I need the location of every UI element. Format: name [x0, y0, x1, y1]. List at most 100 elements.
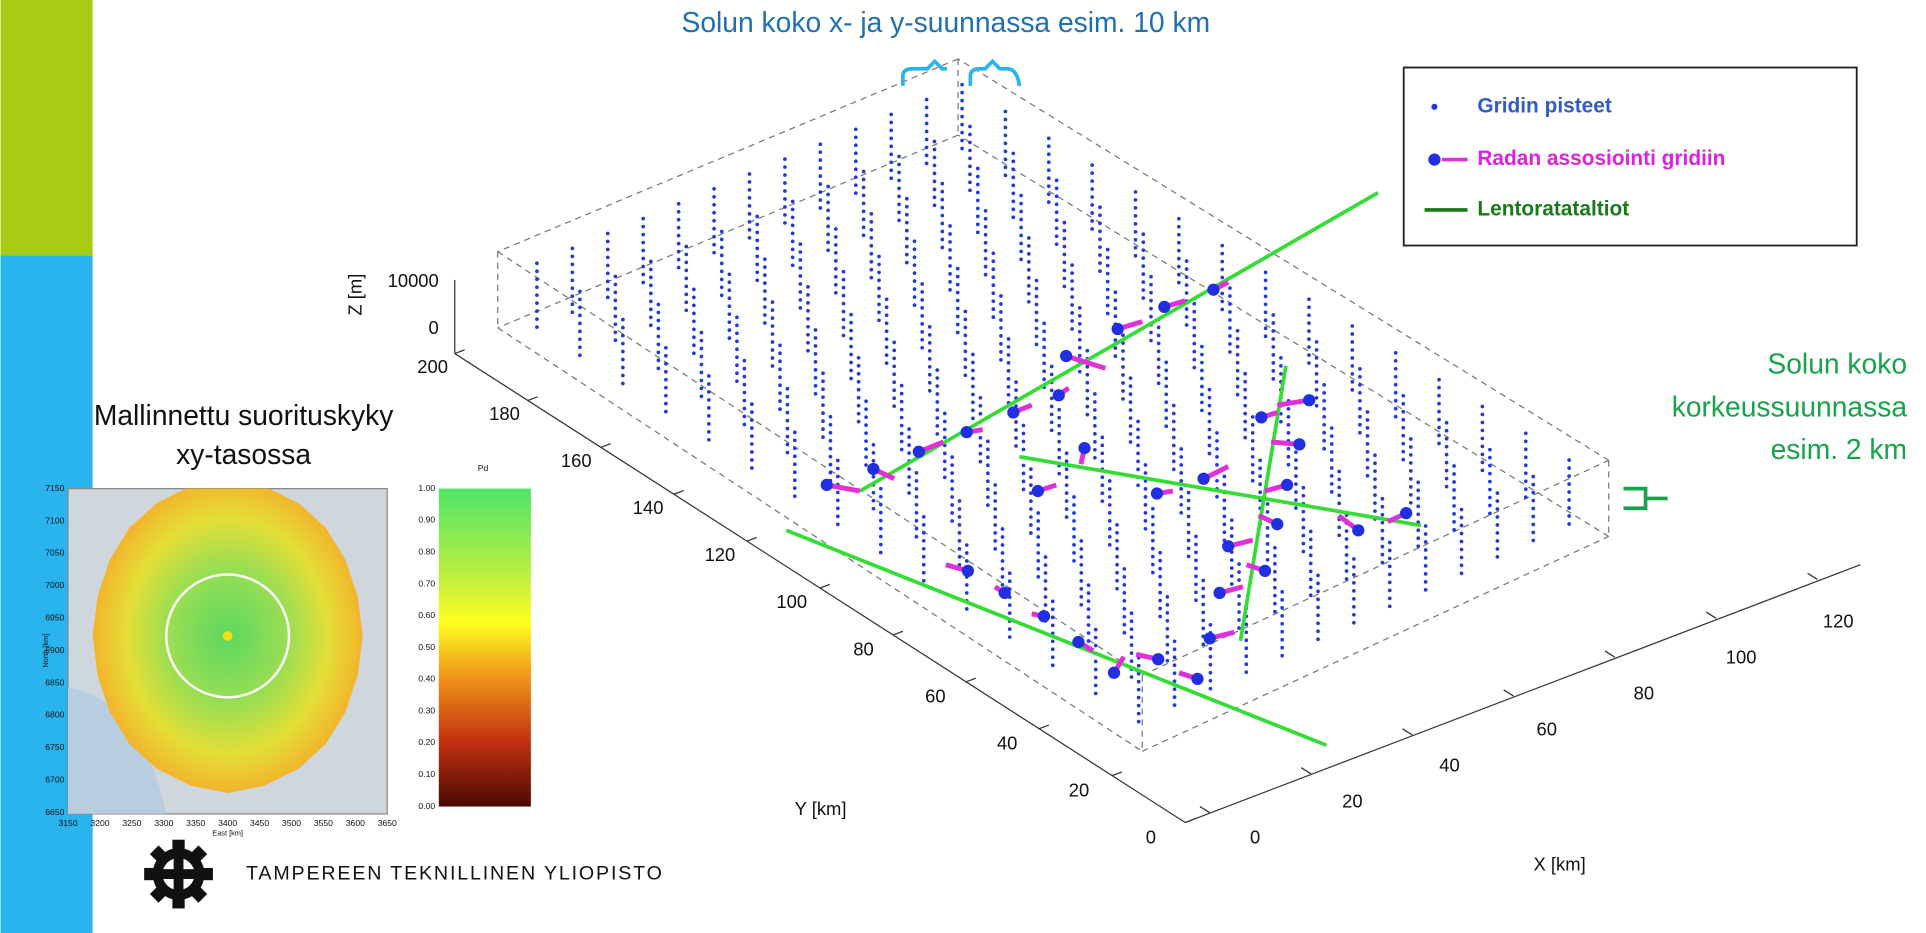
grid-point — [1001, 583, 1005, 587]
grid-point — [750, 402, 754, 406]
grid-point — [1187, 499, 1191, 503]
grid-point — [1027, 268, 1031, 272]
grid-point — [1050, 373, 1054, 377]
grid-point — [991, 251, 995, 255]
grid-point — [748, 188, 752, 192]
grid-point — [1264, 318, 1268, 322]
grid-point — [854, 183, 858, 187]
grid-point — [915, 487, 919, 491]
grid-point — [621, 374, 625, 378]
grid-point — [1322, 415, 1326, 419]
grid-point — [1177, 225, 1181, 229]
grid-point — [786, 411, 790, 415]
grid-point — [1136, 460, 1140, 464]
grid-point — [692, 311, 696, 315]
grid-point — [1381, 537, 1385, 541]
grid-point — [707, 406, 711, 410]
grid-point — [1531, 515, 1535, 519]
grid-point — [1079, 579, 1083, 583]
grid-point — [1177, 281, 1181, 285]
grid-point — [854, 175, 858, 179]
grid-point — [849, 337, 853, 341]
grid-point — [571, 255, 575, 259]
grid-point — [571, 247, 575, 251]
grid-point — [1279, 364, 1283, 368]
colorbar-tick: 0.20 — [418, 737, 435, 747]
grid-point — [606, 272, 610, 276]
grid-point — [821, 371, 825, 375]
associated-point — [1400, 507, 1412, 519]
grid-point — [786, 427, 790, 431]
grid-point — [1121, 357, 1125, 361]
grid-point — [1373, 509, 1377, 513]
grid-point — [1273, 586, 1277, 590]
grid-point — [1137, 712, 1141, 716]
grid-point — [1136, 452, 1140, 456]
grid-point — [806, 341, 810, 345]
grid-point — [948, 264, 952, 268]
grid-point — [1027, 284, 1031, 288]
grid-point — [889, 145, 893, 149]
z-tick-label: 0 — [429, 317, 439, 338]
grid-point — [821, 387, 825, 391]
grid-point — [905, 253, 909, 257]
grid-point — [1358, 431, 1362, 435]
grid-point — [614, 283, 618, 287]
grid-point — [993, 523, 997, 527]
grid-point — [915, 495, 919, 499]
grid-point — [1228, 334, 1232, 338]
grid-point — [991, 315, 995, 319]
grid-point — [707, 414, 711, 418]
grid-point — [1141, 288, 1145, 292]
grid-point — [1266, 550, 1270, 554]
grid-point — [1044, 555, 1048, 559]
grid-point — [614, 338, 618, 342]
associated-point — [1151, 487, 1163, 499]
grid-point — [964, 326, 968, 330]
grid-point — [1115, 547, 1119, 551]
grid-point — [1136, 483, 1140, 487]
grid-point — [1243, 380, 1247, 384]
grid-point — [677, 250, 681, 254]
grid-point — [842, 326, 846, 330]
grid-point — [976, 183, 980, 187]
grid-point — [1228, 310, 1232, 314]
y-tick-label: 20 — [1069, 779, 1089, 800]
grid-point — [1044, 571, 1048, 575]
grid-point — [1177, 257, 1181, 261]
grid-point — [971, 353, 975, 357]
grid-point — [1070, 295, 1074, 299]
grid-point — [1065, 499, 1069, 503]
grid-point — [1531, 539, 1535, 543]
x-tick-label: 100 — [1726, 646, 1757, 667]
grid-point — [976, 207, 980, 211]
grid-point — [849, 313, 853, 317]
grid-point — [984, 225, 988, 229]
grid-point — [976, 175, 980, 179]
grid-point — [900, 400, 904, 404]
grid-point — [897, 155, 901, 159]
grid-point — [1187, 547, 1191, 551]
grid-point — [1437, 386, 1441, 390]
grid-point — [1452, 488, 1456, 492]
grid-point — [1090, 227, 1094, 231]
grid-point — [935, 376, 939, 380]
grid-point — [1079, 563, 1083, 567]
grid-point — [960, 115, 964, 119]
grid-point — [1108, 487, 1112, 491]
grid-point — [1007, 353, 1011, 357]
grid-point — [1007, 393, 1011, 397]
grid-point — [1273, 602, 1277, 606]
grid-point — [700, 331, 704, 335]
grid-point — [935, 400, 939, 404]
grid-point — [806, 325, 810, 329]
grid-point — [1036, 535, 1040, 539]
grid-point — [965, 591, 969, 595]
grid-point — [1008, 579, 1012, 583]
grid-point — [1236, 353, 1240, 357]
annotation-xy: Solun koko x- ja y-suunnassa esim. 10 km — [682, 6, 1211, 38]
grid-point — [1307, 321, 1311, 325]
grid-point — [862, 233, 866, 237]
grid-point — [1063, 221, 1067, 225]
grid-point — [571, 310, 575, 314]
